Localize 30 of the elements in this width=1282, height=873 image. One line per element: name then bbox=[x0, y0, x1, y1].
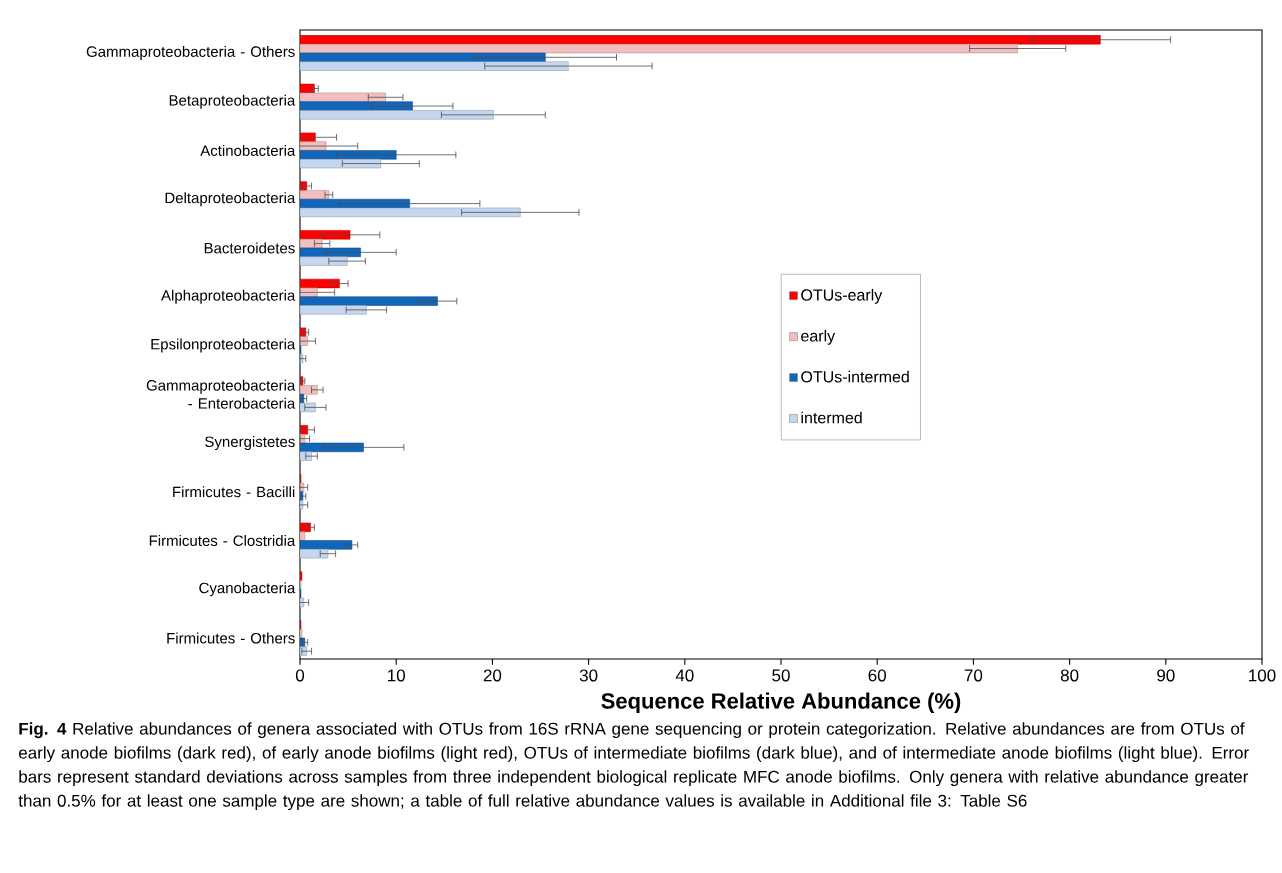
x-tick-label: 70 bbox=[964, 669, 983, 682]
x-tick-label: 10 bbox=[388, 669, 405, 682]
x-tick-label: 20 bbox=[483, 669, 502, 682]
y-tick-label: Epsilonproteobacteria bbox=[151, 338, 296, 353]
legend-label: early bbox=[801, 329, 836, 345]
y-tick-label: Firmicutes - Others bbox=[167, 632, 295, 644]
y-tick-label: Deltaproteobacteria bbox=[165, 192, 296, 207]
x-tick-label: 100 bbox=[1249, 669, 1276, 682]
legend-label: intermed bbox=[801, 411, 862, 424]
y-tick-label: Firmicutes - Bacilli bbox=[173, 486, 295, 498]
y-tick-label: Gammaproteobacteria - Enterobacteria bbox=[146, 379, 296, 409]
y-tick-label: Gammaproteobacteria - Others bbox=[86, 45, 295, 60]
y-tick-label: Alphaproteobacteria bbox=[161, 289, 296, 304]
y-tick-label: Betaproteobacteria bbox=[169, 94, 296, 109]
legend-label: OTUs-intermed bbox=[801, 370, 909, 383]
x-tick-label: 30 bbox=[579, 669, 598, 682]
x-tick-label: 40 bbox=[675, 669, 694, 682]
text: Fig. 4 Relative abundances of genera associated with OTUs from 16S rRNA gene sequencing or protein categorization. Relative abundances are from OTUs of early anode biofilms (dark red), of early anode biofilms (light red), OTUs of intermediate biofilms (dark blue), and of intermediate anode biofilms (light blue). Error bars represent standard deviations across samples from three independent biological replicate MFC anode biofilms. Only genera with relative abundance greater than 0.5% for at least one sample type are shown; a table of full relative abundance values is available in Additional file 3: Table S6 bbox=[18, 722, 1249, 811]
y-tick-label: Bacteroidetes bbox=[204, 242, 295, 254]
y-tick-label: Firmicutes - Clostridia bbox=[149, 535, 296, 547]
x-tick-label: 90 bbox=[1157, 669, 1175, 682]
x-tick-label: 60 bbox=[868, 669, 886, 682]
x-tick-label: 50 bbox=[772, 669, 790, 682]
y-tick-label: Actinobacteria bbox=[200, 144, 296, 156]
x-axis-title: Sequence Relative Abundance (%) bbox=[601, 692, 961, 714]
legend-label: OTUs-early bbox=[801, 288, 883, 304]
x-tick-label: 80 bbox=[1060, 669, 1079, 682]
y-tick-label: Synergistetes bbox=[205, 435, 295, 450]
x-tick-label: 0 bbox=[295, 669, 305, 682]
y-tick-label: Cyanobacteria bbox=[199, 582, 296, 597]
